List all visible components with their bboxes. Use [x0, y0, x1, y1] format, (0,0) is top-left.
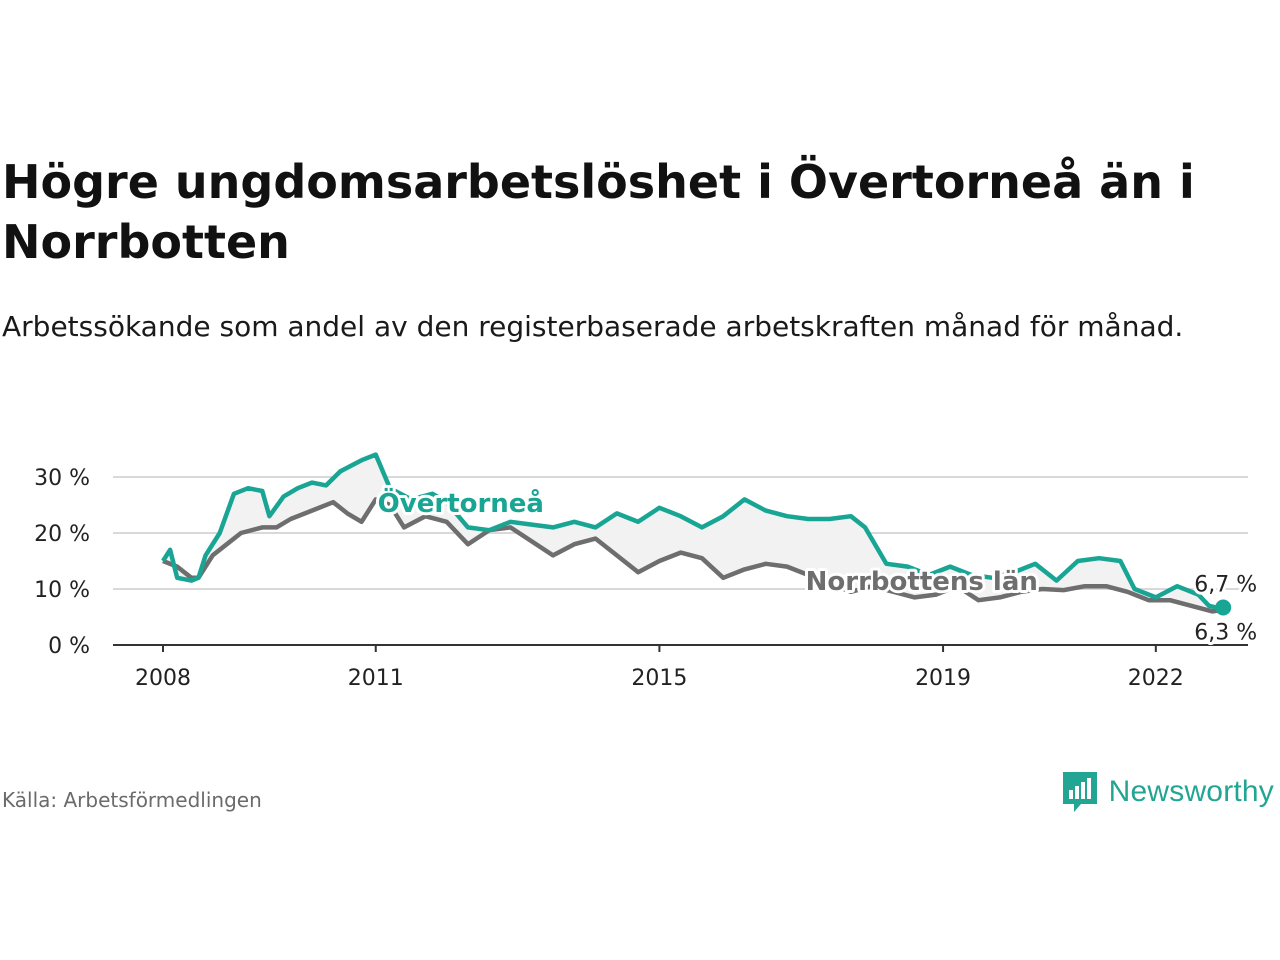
y-tick-label: 30 %	[34, 466, 90, 491]
x-tick-label: 2015	[631, 666, 687, 691]
series-labels: Övertorneå Norrbottens län 6,7 % 6,3 %	[375, 483, 1260, 649]
x-tick-label: 2022	[1128, 666, 1184, 691]
series-line-overtornea	[161, 452, 1224, 610]
series-label-overtornea: Övertorneå	[378, 486, 544, 519]
line-chart: 0 % 10 % 20 % 30 % 2008 2011 2015 2019 2022 Öve…	[34, 452, 1260, 691]
series-label-norrbotten: Norrbottens län	[806, 567, 1038, 597]
source-note: Källa: Arbetsförmedlingen	[2, 788, 262, 812]
end-point-overtornea	[1215, 599, 1232, 616]
series-lines	[161, 452, 1232, 616]
series-line-norrbotten	[162, 497, 1224, 614]
x-tick-label: 2019	[915, 666, 971, 691]
y-axis-ticks: 0 % 10 % 20 % 30 %	[34, 466, 90, 659]
newsworthy-logo-icon	[1062, 772, 1097, 812]
end-value-overtornea: 6,7 %	[1194, 572, 1257, 597]
difference-band	[163, 454, 1224, 612]
y-tick-label: 20 %	[34, 522, 90, 547]
y-tick-label: 10 %	[34, 578, 90, 603]
chart-subtitle: Arbetssökande som andel av den registerb…	[2, 310, 1184, 343]
x-tick-label: 2008	[135, 666, 191, 691]
y-tick-label: 0 %	[48, 634, 90, 659]
end-value-norrbotten: 6,3 %	[1194, 621, 1257, 646]
chart-title: Högre ungdomsarbetslöshet i Övertorneå ä…	[2, 155, 1195, 269]
x-tick-label: 2011	[348, 666, 404, 691]
x-axis-ticks: 2008 2011 2015 2019 2022	[135, 645, 1184, 691]
brand-name: Newsworthy	[1108, 775, 1274, 808]
brand-logo[interactable]: Newsworthy	[1061, 770, 1274, 814]
